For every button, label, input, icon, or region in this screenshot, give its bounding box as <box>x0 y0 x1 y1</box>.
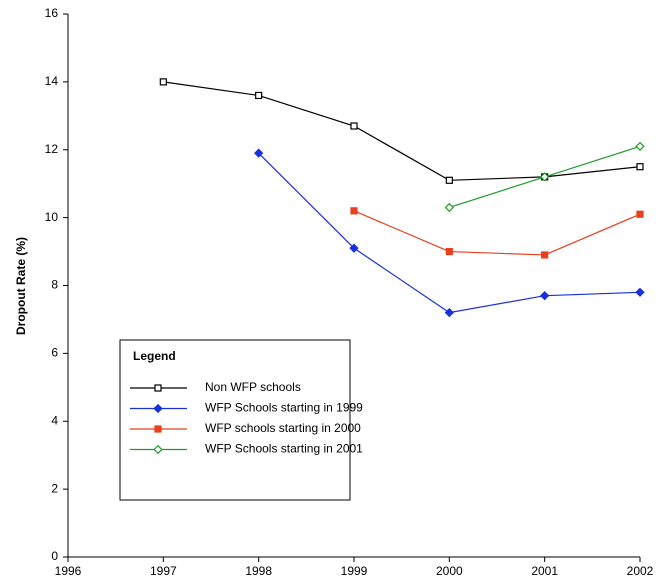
legend-label: WFP Schools starting in 2001 <box>205 442 363 456</box>
y-tick-label: 2 <box>51 481 58 495</box>
legend-box <box>119 339 351 501</box>
data-point <box>350 122 358 130</box>
data-point <box>444 308 454 318</box>
legend-title: Legend <box>133 349 176 363</box>
data-point <box>254 148 264 158</box>
data-point <box>541 251 549 259</box>
x-tick-label: 1998 <box>245 564 272 578</box>
series-line <box>163 81 641 181</box>
x-tick-label: 1997 <box>150 564 177 578</box>
y-tick-label: 6 <box>51 346 58 360</box>
x-tick-label: 2001 <box>531 564 558 578</box>
legend-marker <box>153 403 163 414</box>
data-point <box>540 172 550 182</box>
y-tick-label: 4 <box>51 413 58 427</box>
x-tick-label: 2002 <box>627 564 654 578</box>
data-point <box>159 78 167 86</box>
legend-marker <box>154 384 162 392</box>
data-point <box>635 287 645 297</box>
data-point <box>444 202 454 213</box>
y-tick-label: 12 <box>45 142 59 156</box>
data-point <box>636 163 644 171</box>
data-point <box>636 210 644 218</box>
legend-label: Non WFP schools <box>205 380 301 394</box>
y-axis-label: Dropout Rate (%) <box>14 237 28 335</box>
y-tick-label: 8 <box>51 278 58 292</box>
data-point <box>255 91 263 100</box>
x-tick-label: 1999 <box>341 564 368 578</box>
legend-marker <box>154 425 162 433</box>
y-tick-label: 10 <box>45 210 59 224</box>
y-tick-label: 14 <box>45 74 59 88</box>
data-point <box>445 176 453 184</box>
data-point <box>635 141 645 152</box>
legend-marker <box>153 444 163 455</box>
y-tick-label: 16 <box>45 6 59 20</box>
x-tick-label: 2000 <box>436 564 463 578</box>
series-line <box>353 210 641 256</box>
legend-label: WFP Schools starting in 1999 <box>205 401 363 415</box>
data-point <box>349 243 359 253</box>
x-tick-label: 1996 <box>55 564 82 578</box>
legend-label: WFP schools starting in 2000 <box>205 421 361 435</box>
data-point <box>540 291 550 301</box>
data-point <box>445 247 453 256</box>
y-tick-label: 0 <box>51 549 58 563</box>
data-point <box>350 207 358 215</box>
